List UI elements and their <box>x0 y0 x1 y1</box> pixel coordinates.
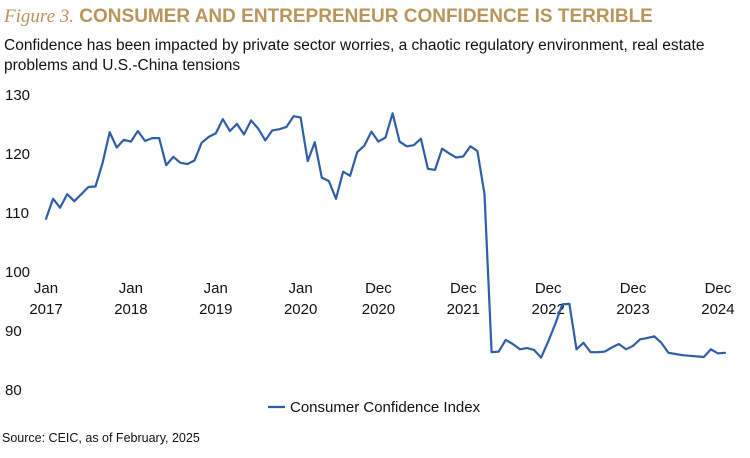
x-tick-label: Jan <box>204 280 228 297</box>
x-tick-label: Dec <box>365 280 392 297</box>
x-tick-label: 2017 <box>29 301 62 318</box>
figure-title: Figure 3. CONSUMER AND ENTREPRENEUR CONF… <box>4 6 653 28</box>
figure-heading: CONSUMER AND ENTREPRENEUR CONFIDENCE IS … <box>79 6 653 27</box>
x-tick-label: Dec <box>535 280 562 297</box>
x-tick-label: Jan <box>119 280 143 297</box>
x-tick-label: Jan <box>289 280 313 297</box>
x-tick-label: 2020 <box>284 301 317 318</box>
x-tick-label: 2022 <box>531 301 564 318</box>
legend-label: Consumer Confidence Index <box>290 399 481 416</box>
figure-label: Figure 3. <box>4 6 75 27</box>
x-tick-label: 2018 <box>114 301 147 318</box>
source-note: Source: CEIC, as of February, 2025 <box>2 431 200 445</box>
x-tick-label: 2019 <box>199 301 232 318</box>
x-tick-label: Jan <box>34 280 58 297</box>
x-tick-label: 2021 <box>447 301 480 318</box>
x-tick-label: 2023 <box>616 301 649 318</box>
y-tick-label: 130 <box>5 87 30 104</box>
x-tick-label: 2020 <box>362 301 395 318</box>
y-tick-label: 100 <box>5 264 30 281</box>
y-tick-label: 80 <box>5 382 22 399</box>
y-tick-label: 90 <box>5 323 22 340</box>
x-tick-label: Dec <box>620 280 647 297</box>
figure-subtitle: Confidence has been impacted by private … <box>4 37 705 74</box>
x-tick-label: Dec <box>705 280 732 297</box>
y-tick-label: 120 <box>5 146 30 163</box>
series-line <box>44 112 727 359</box>
x-tick-label: Dec <box>450 280 477 297</box>
y-tick-label: 110 <box>5 205 29 222</box>
x-tick-label: 2024 <box>701 301 734 318</box>
